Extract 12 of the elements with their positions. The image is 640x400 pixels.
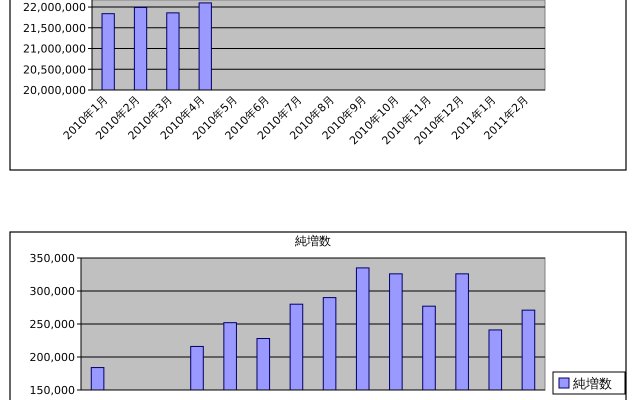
y-tick-label: 300,000 bbox=[30, 285, 75, 298]
y-tick-label: 20,000,000 bbox=[23, 84, 86, 97]
y-tick-label: 21,000,000 bbox=[23, 42, 86, 56]
y-tick-label: 20,500,000 bbox=[23, 63, 86, 76]
y-tick-label: 21,500,000 bbox=[23, 22, 86, 35]
chart-title: 純増数 bbox=[295, 234, 331, 248]
y-tick-label: 350,000 bbox=[30, 252, 75, 265]
y-tick-label: 200,000 bbox=[30, 351, 75, 364]
y-tick-label: 22,000,000 bbox=[23, 1, 86, 14]
legend-label: 純増数 bbox=[573, 376, 612, 392]
y-tick-label: 250,000 bbox=[30, 318, 75, 331]
y-tick-label: 150,000 bbox=[30, 384, 75, 397]
